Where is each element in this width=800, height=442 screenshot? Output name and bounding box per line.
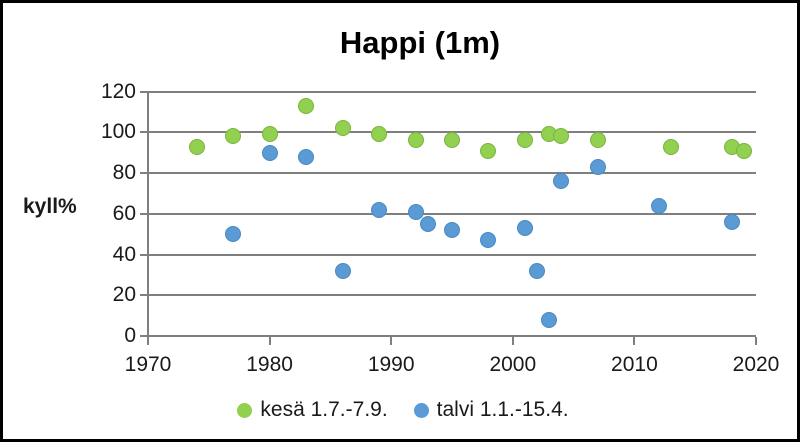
legend-item-kesa: kesä 1.7.-7.9. bbox=[237, 398, 388, 422]
data-point-talvi bbox=[334, 262, 351, 279]
chart-title: Happi (1m) bbox=[339, 25, 501, 60]
y-tick-label: 0 bbox=[124, 324, 136, 347]
data-point-talvi bbox=[371, 201, 388, 218]
talvi-series-label: talvi 1.1.-15.4. bbox=[436, 398, 569, 421]
data-point-talvi bbox=[407, 203, 424, 220]
data-point-talvi bbox=[589, 158, 606, 175]
legend-item-talvi: talvi 1.1.-15.4. bbox=[413, 398, 569, 422]
x-tick-mark bbox=[390, 337, 393, 345]
y-tick-mark bbox=[140, 294, 148, 297]
data-point-kesa bbox=[480, 142, 497, 159]
y-tick-mark bbox=[140, 172, 148, 174]
data-point-kesa bbox=[662, 138, 679, 155]
h-gridline bbox=[148, 335, 756, 337]
x-tick-mark bbox=[511, 337, 514, 345]
h-gridline bbox=[148, 172, 756, 174]
y-tick-label: 100 bbox=[100, 120, 136, 144]
y-tick-mark bbox=[140, 131, 148, 134]
y-tick-mark bbox=[140, 90, 148, 93]
data-point-kesa bbox=[334, 120, 351, 137]
kesa-series-swatch-icon bbox=[237, 402, 253, 418]
data-point-kesa bbox=[225, 128, 242, 145]
data-point-kesa bbox=[407, 132, 424, 149]
x-tick-label: 2000 bbox=[489, 353, 537, 376]
y-tick-label: 60 bbox=[112, 201, 136, 225]
data-point-kesa bbox=[553, 128, 570, 145]
y-tick-label: 80 bbox=[112, 161, 136, 184]
data-point-talvi bbox=[444, 222, 460, 239]
data-point-kesa bbox=[188, 138, 205, 155]
x-tick-label: 1990 bbox=[367, 353, 415, 376]
y-axis-title: kyll% bbox=[23, 195, 77, 218]
y-tick-label: 20 bbox=[112, 283, 136, 307]
x-tick-label: 2010 bbox=[611, 353, 658, 376]
data-point-kesa bbox=[444, 132, 460, 149]
data-point-talvi bbox=[480, 232, 497, 249]
data-point-talvi bbox=[541, 311, 558, 328]
kesa-series-label: kesä 1.7.-7.9. bbox=[260, 398, 388, 421]
data-point-talvi bbox=[261, 144, 278, 161]
data-point-kesa bbox=[589, 132, 606, 149]
y-tick-label: 120 bbox=[100, 79, 136, 103]
data-point-talvi bbox=[225, 226, 242, 243]
x-tick-mark bbox=[755, 337, 757, 345]
h-gridline bbox=[148, 90, 756, 93]
h-gridline bbox=[148, 131, 756, 134]
data-point-talvi bbox=[529, 262, 546, 279]
data-point-kesa bbox=[261, 126, 278, 143]
legend: kesä 1.7.-7.9. talvi 1.1.-15.4. bbox=[3, 398, 797, 422]
y-tick-mark bbox=[140, 253, 148, 256]
y-axis-line bbox=[147, 91, 149, 345]
h-gridline bbox=[148, 294, 756, 297]
x-tick-mark bbox=[633, 337, 636, 345]
x-tick-mark bbox=[268, 337, 271, 345]
data-point-talvi bbox=[516, 220, 533, 236]
data-point-talvi bbox=[553, 173, 570, 190]
h-gridline bbox=[148, 212, 756, 215]
x-tick-mark bbox=[147, 337, 149, 345]
data-point-talvi bbox=[298, 148, 315, 165]
data-point-kesa bbox=[298, 97, 315, 114]
h-gridline bbox=[148, 253, 756, 256]
data-point-talvi bbox=[650, 197, 667, 214]
y-tick-mark bbox=[140, 335, 148, 337]
y-tick-mark bbox=[140, 212, 148, 215]
y-tick-label: 40 bbox=[112, 242, 136, 266]
data-point-talvi bbox=[723, 213, 740, 230]
data-point-kesa bbox=[516, 132, 533, 149]
talvi-series-swatch-icon bbox=[413, 402, 429, 418]
x-tick-label: 2020 bbox=[732, 353, 780, 376]
data-point-talvi bbox=[419, 215, 436, 232]
x-tick-label: 1980 bbox=[246, 353, 293, 376]
x-tick-label: 1970 bbox=[124, 353, 172, 376]
data-point-kesa bbox=[371, 126, 388, 143]
data-point-kesa bbox=[735, 142, 752, 159]
